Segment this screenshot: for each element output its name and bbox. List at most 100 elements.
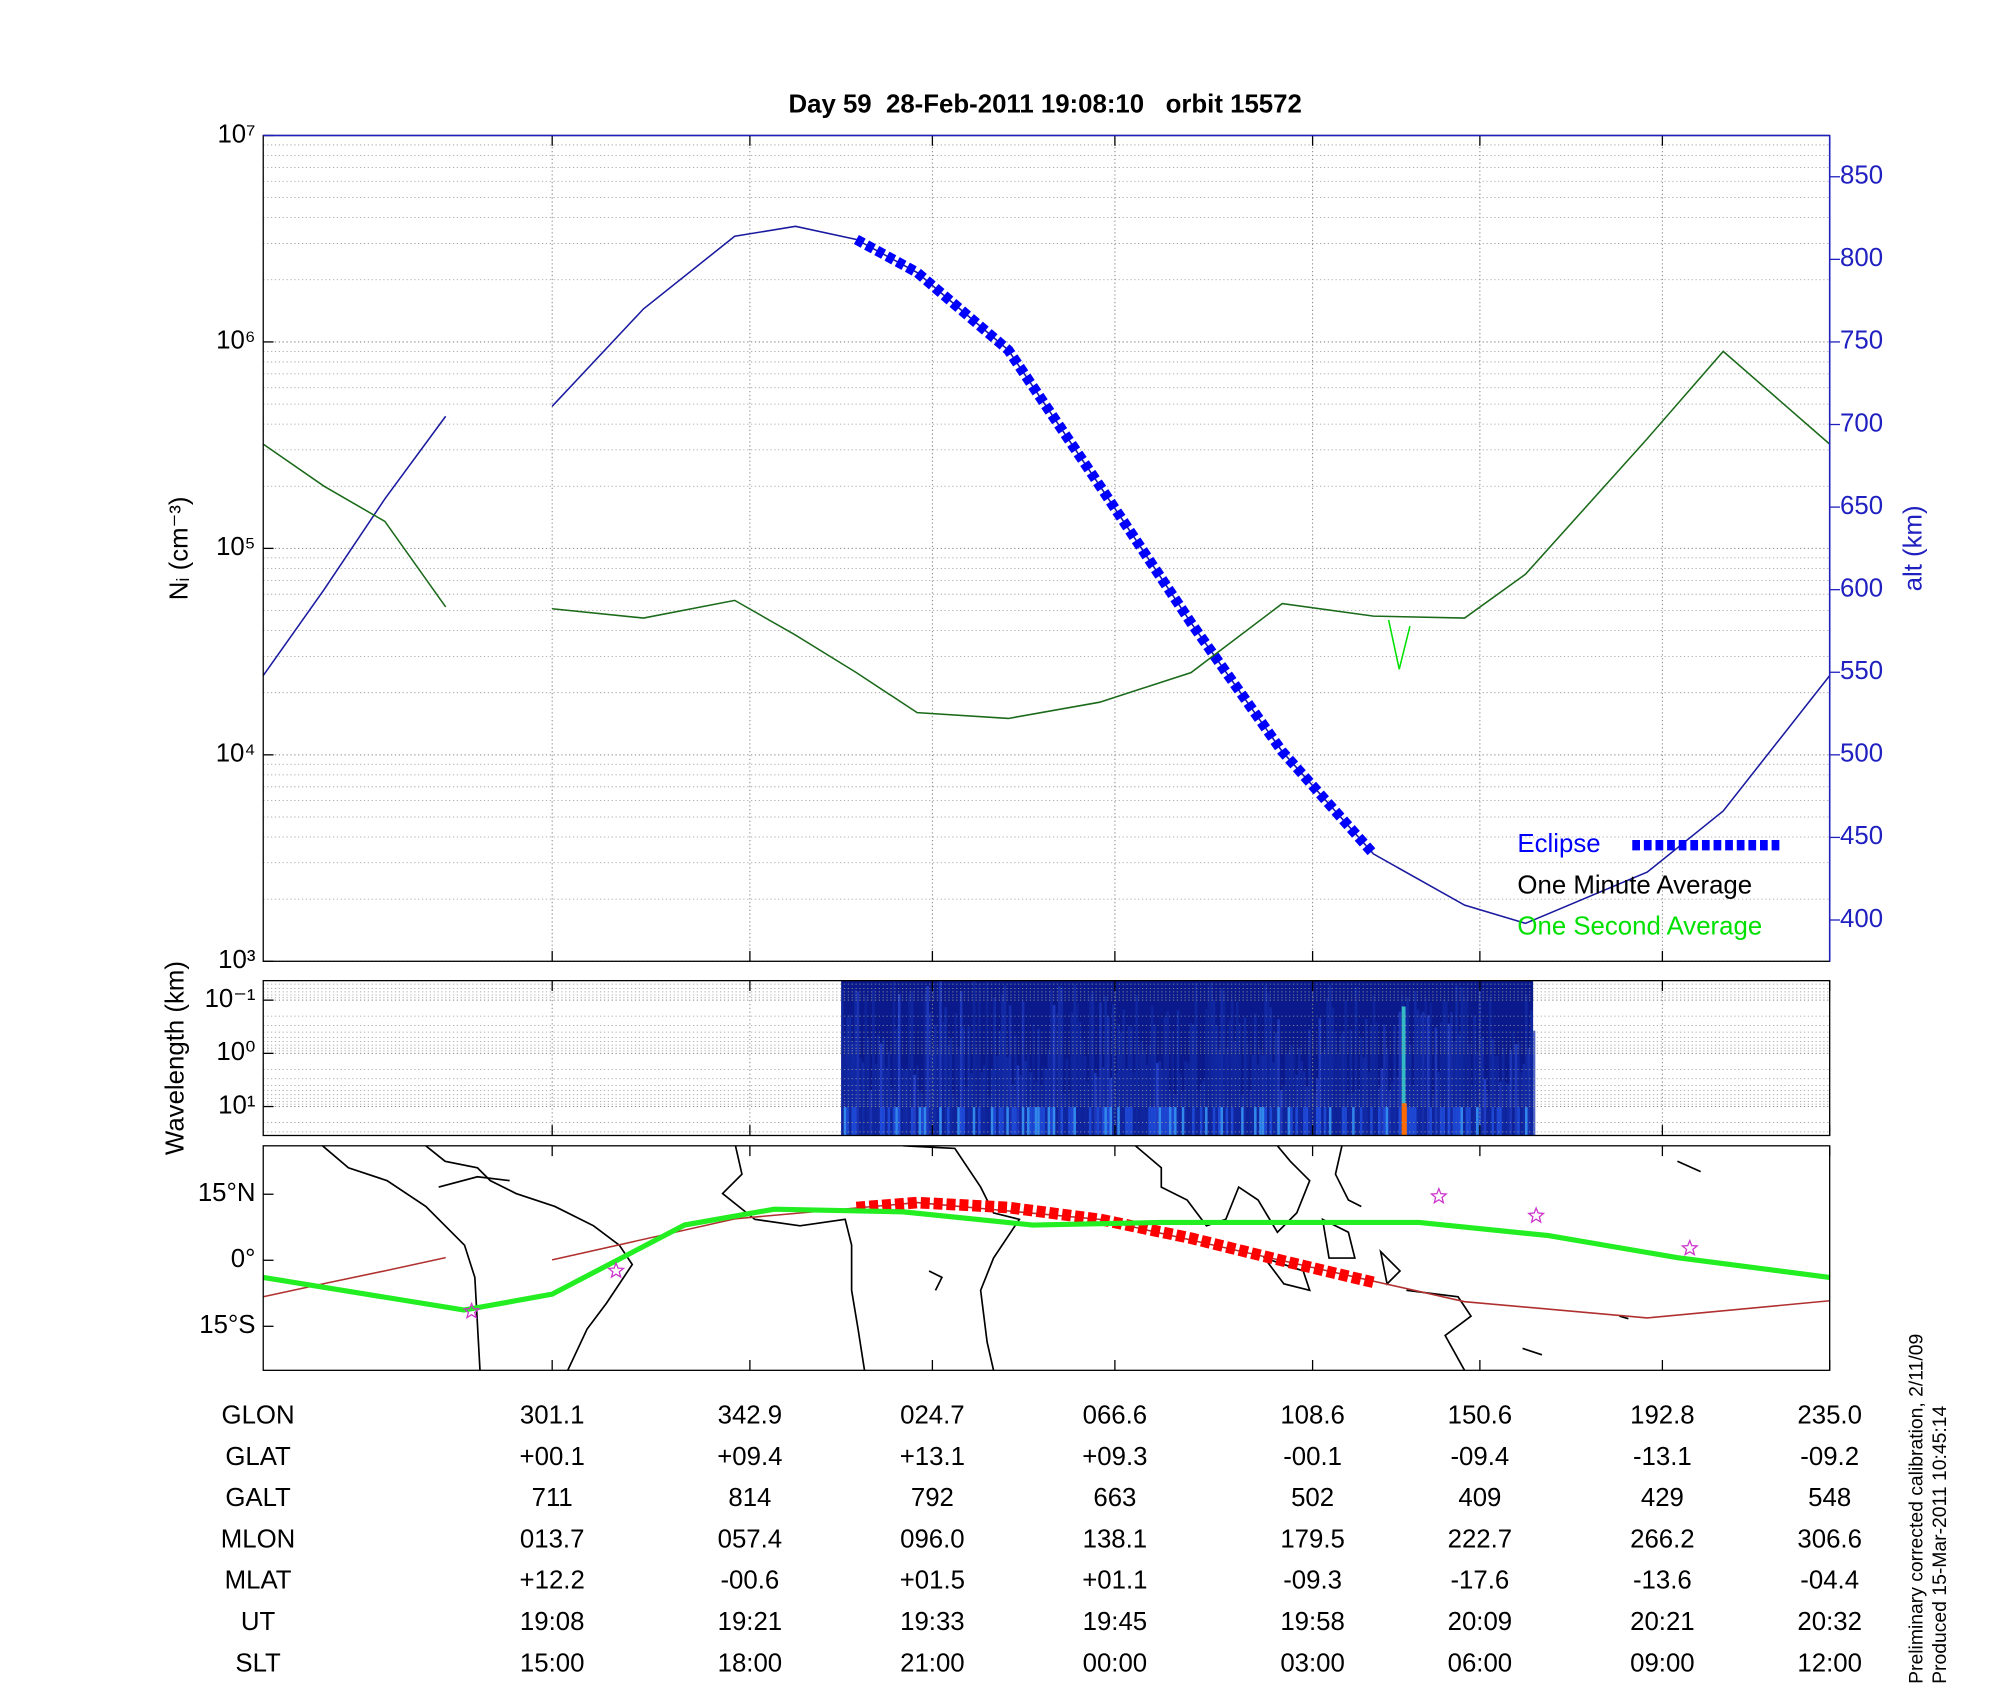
y2-tick-label: 600: [1840, 574, 1883, 602]
spectrogram-texture: [1308, 1029, 1311, 1136]
plot-frame: [262, 980, 1831, 1137]
table-cell: -13.6: [1633, 1567, 1692, 1595]
table-cell: +01.5: [900, 1567, 965, 1595]
spectrogram-texture: [1176, 1010, 1180, 1136]
spectrogram-texture: [913, 1074, 916, 1136]
spectrogram-texture: [1026, 1050, 1030, 1136]
spectrogram-texture: [923, 1107, 927, 1136]
spectrogram-texture: [1377, 1107, 1381, 1136]
spectrogram-texture: [946, 1107, 950, 1136]
spectrogram-texture: [1205, 1009, 1208, 1136]
spectrogram-texture: [1259, 1107, 1262, 1136]
row-label: MLAT: [225, 1567, 292, 1595]
spectrogram-texture: [1078, 1021, 1082, 1136]
spectrogram-texture: [975, 1048, 978, 1136]
table-cell: -17.6: [1450, 1567, 1509, 1595]
spectrogram-texture: [990, 1069, 994, 1136]
spectrogram-texture: [944, 1007, 947, 1136]
spectrogram-texture: [1225, 1047, 1229, 1136]
spectrogram-texture: [946, 1044, 950, 1136]
spectrogram-texture: [854, 1107, 857, 1136]
table-cell: 18:00: [718, 1649, 783, 1677]
spectrogram-texture: [1496, 1055, 1500, 1136]
spectrogram-texture: [1096, 1076, 1100, 1136]
spectrogram-texture: [928, 1012, 932, 1136]
legend-label: One Minute Average: [1517, 871, 1752, 899]
spectrogram-texture: [1398, 1107, 1402, 1136]
spectrogram-texture: [1101, 1107, 1105, 1136]
spectrogram-texture: [1238, 1022, 1242, 1136]
table-cell: +01.1: [1082, 1567, 1147, 1595]
spectrogram-texture: [1504, 1082, 1507, 1136]
spectrogram-texture: [965, 1087, 968, 1136]
spectrogram-texture: [851, 1107, 855, 1136]
spectrogram-texture: [1365, 1019, 1368, 1136]
spectrogram-texture: [1171, 1107, 1175, 1136]
spectrogram-texture: [1199, 1107, 1203, 1136]
plot-frame: [262, 1145, 1831, 1371]
spectrogram-texture: [1313, 1093, 1316, 1136]
spectrogram-texture: [1514, 1044, 1518, 1136]
table-cell: 548: [1808, 1484, 1851, 1512]
spectrogram-texture: [1483, 1079, 1487, 1136]
y2-tick-label: 700: [1840, 409, 1883, 437]
spectrogram-texture: [1065, 1059, 1069, 1136]
spectrogram-texture: [1117, 1107, 1120, 1136]
spectrogram-texture: [1197, 1090, 1200, 1136]
coast: [1134, 1145, 1311, 1234]
spectrogram-texture: [1155, 1063, 1159, 1136]
spectrogram-texture: [1359, 1037, 1363, 1136]
spectrogram-texture: [1370, 1107, 1373, 1136]
spectrogram-texture: [1166, 1011, 1169, 1136]
y-tick-label: 0°: [231, 1245, 256, 1273]
spectrogram-texture: [1063, 1093, 1066, 1136]
spectrogram-texture: [851, 1042, 855, 1136]
table-cell: 235.0: [1797, 1402, 1862, 1430]
spectrogram-texture: [1153, 1107, 1156, 1136]
spectrogram-texture: [1455, 985, 1458, 1136]
spectrogram-texture: [1261, 1107, 1265, 1136]
spectrogram-texture: [846, 1107, 849, 1136]
table-cell: +09.4: [717, 1443, 782, 1471]
spectrogram-texture: [1383, 1107, 1386, 1136]
y2-tick-label: 400: [1840, 905, 1883, 933]
spectrogram-texture: [1001, 994, 1004, 1136]
spectrogram-texture: [988, 1096, 991, 1136]
spectrogram-texture: [1323, 1049, 1327, 1136]
spectrogram-texture: [897, 993, 901, 1136]
spectrogram-texture: [1277, 1019, 1280, 1136]
spectrogram-texture: [1130, 1107, 1133, 1136]
spectrogram-texture: [1001, 1107, 1004, 1136]
spectrogram-texture: [846, 1017, 849, 1136]
spectrogram-texture: [1388, 1090, 1391, 1136]
y2-tick-label: 750: [1840, 327, 1883, 355]
spectrogram-texture: [977, 983, 981, 1136]
table-cell: -00.6: [720, 1567, 779, 1595]
spectrogram-texture: [1321, 1052, 1324, 1136]
table-cell: +13.1: [900, 1443, 965, 1471]
spectrogram-texture: [890, 1087, 893, 1136]
spectrogram-texture: [1463, 996, 1466, 1136]
spectrogram-texture: [1460, 987, 1464, 1136]
spectrogram-texture: [1274, 1032, 1278, 1136]
spectrogram-texture: [1315, 1107, 1319, 1136]
y-axis-label: Nᵢ (cm⁻³): [165, 497, 193, 601]
table-cell: 711: [532, 1484, 573, 1512]
spectrogram-texture: [985, 981, 989, 1136]
spectrogram-texture: [1414, 990, 1417, 1136]
y2-axis-label: alt (km): [1900, 505, 1928, 591]
spectrogram-texture: [1158, 1107, 1162, 1136]
spectrogram-texture: [1426, 1015, 1430, 1136]
spectrogram-texture: [1024, 1061, 1027, 1136]
spectrogram-texture: [892, 981, 896, 1136]
coast: [1334, 1145, 1362, 1208]
spectrogram-texture: [939, 981, 942, 1136]
spectrogram-texture: [998, 1030, 1002, 1136]
spectrogram-texture: [1248, 1089, 1252, 1136]
spectrogram-texture: [1230, 999, 1234, 1136]
spectrogram-texture: [983, 1065, 986, 1136]
y2-tick-label: 800: [1840, 244, 1883, 272]
coast: [438, 1175, 510, 1188]
spectrogram-texture: [1468, 1043, 1471, 1136]
spectrogram-texture: [1259, 1049, 1262, 1136]
